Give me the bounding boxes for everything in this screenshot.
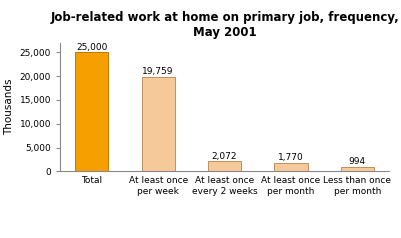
Bar: [142, 77, 175, 171]
Title: Job-related work at home on primary job, frequency,
May 2001: Job-related work at home on primary job,…: [50, 11, 399, 39]
Text: 2,072: 2,072: [212, 152, 237, 161]
Bar: [274, 163, 308, 171]
Text: 994: 994: [349, 157, 366, 166]
Text: 1,770: 1,770: [278, 153, 304, 162]
Text: 19,759: 19,759: [142, 67, 174, 76]
Bar: [208, 162, 241, 171]
Bar: [341, 167, 374, 171]
Bar: [75, 52, 108, 171]
Y-axis label: Thousands: Thousands: [4, 79, 14, 135]
Text: 25,000: 25,000: [76, 43, 107, 51]
